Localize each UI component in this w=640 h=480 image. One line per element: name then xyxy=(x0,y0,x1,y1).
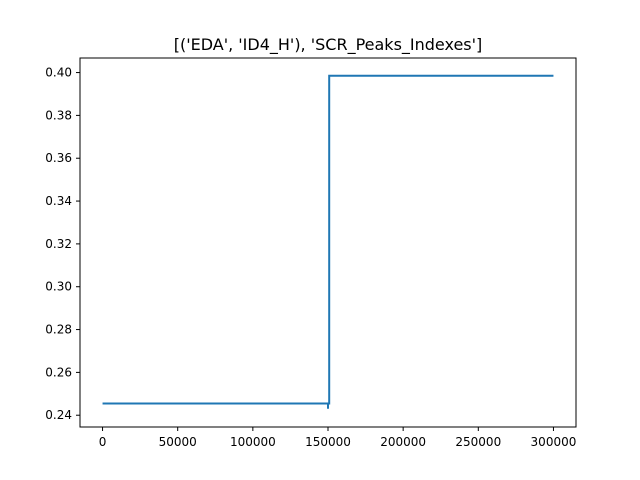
y-tick-label: 0.30 xyxy=(45,280,72,294)
y-tick-label: 0.24 xyxy=(45,408,72,422)
y-tick-label: 0.34 xyxy=(45,194,72,208)
x-tick-label: 100000 xyxy=(230,435,276,449)
y-axis: 0.24 0.26 0.28 0.30 0.32 0.34 0.36 0.38 0.40 xyxy=(45,66,80,422)
series-line-0 xyxy=(102,74,554,409)
y-tick-label: 0.32 xyxy=(45,237,72,251)
x-tick-label: 300000 xyxy=(531,435,577,449)
x-tick-label: 50000 xyxy=(159,435,197,449)
x-tick-label: 0 xyxy=(99,435,107,449)
x-tick-label: 150000 xyxy=(305,435,351,449)
x-axis: 0 50000 100000 150000 200000 250000 300000 xyxy=(99,427,577,449)
series-layer xyxy=(102,74,554,409)
y-tick-label: 0.38 xyxy=(45,108,72,122)
x-tick-label: 200000 xyxy=(380,435,426,449)
y-tick-label: 0.36 xyxy=(45,151,72,165)
y-tick-label: 0.26 xyxy=(45,365,72,379)
chart-title: [('EDA', 'ID4_H'), 'SCR_Peaks_Indexes'] xyxy=(174,35,483,55)
y-tick-label: 0.40 xyxy=(45,66,72,80)
y-tick-label: 0.28 xyxy=(45,323,72,337)
x-tick-label: 250000 xyxy=(455,435,501,449)
